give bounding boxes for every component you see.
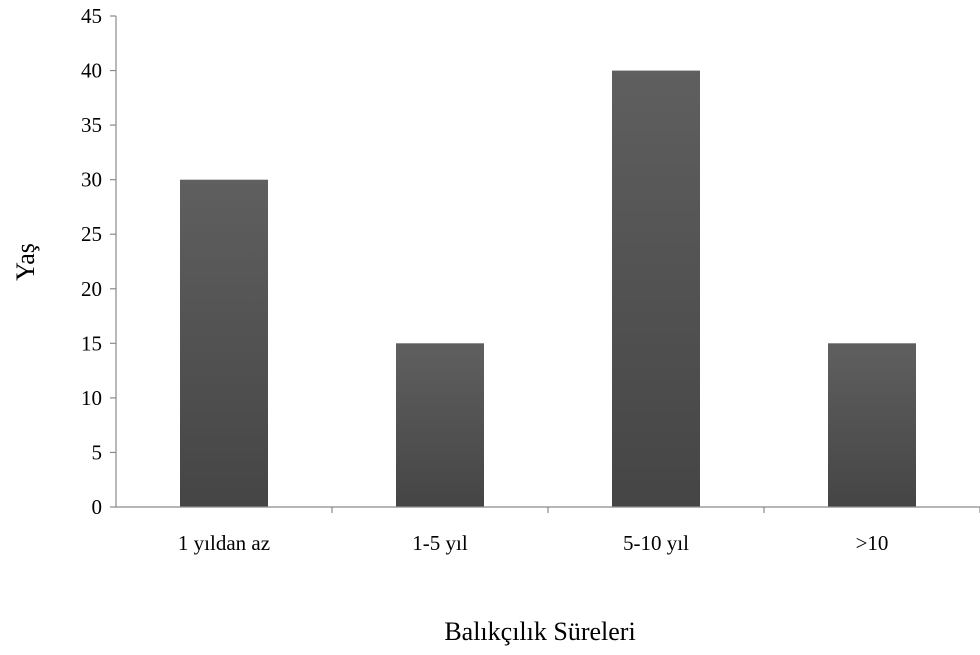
y-tick-label: 35 xyxy=(81,113,102,137)
bar xyxy=(828,343,916,507)
y-tick-label: 30 xyxy=(81,168,102,192)
x-tick-label: >10 xyxy=(856,531,889,555)
y-tick-labels: 0 5 10 15 20 25 30 35 40 45 xyxy=(81,4,102,519)
bar xyxy=(612,70,700,507)
y-tick-label: 15 xyxy=(81,331,102,355)
y-tick-label: 5 xyxy=(92,440,103,464)
x-tick-label: 5-10 yıl xyxy=(623,531,689,555)
y-tick-label: 25 xyxy=(81,222,102,246)
axes-layer xyxy=(110,15,980,513)
x-axis-title: Balıkçılık Süreleri xyxy=(444,617,635,646)
x-tick-labels: 1 yıldan az 1-5 yıl 5-10 yıl >10 xyxy=(178,531,888,555)
x-tick-label: 1 yıldan az xyxy=(178,531,270,555)
y-tick-label: 0 xyxy=(92,495,103,519)
bars-layer xyxy=(180,70,916,507)
bar xyxy=(396,343,484,507)
y-tick-label: 20 xyxy=(81,277,102,301)
y-axis-title: Yaş xyxy=(11,243,40,281)
bar xyxy=(180,179,268,507)
x-tick-label: 1-5 yıl xyxy=(412,531,468,555)
y-tick-label: 40 xyxy=(81,59,102,83)
y-tick-label: 10 xyxy=(81,386,102,410)
y-tick-label: 45 xyxy=(81,4,102,28)
